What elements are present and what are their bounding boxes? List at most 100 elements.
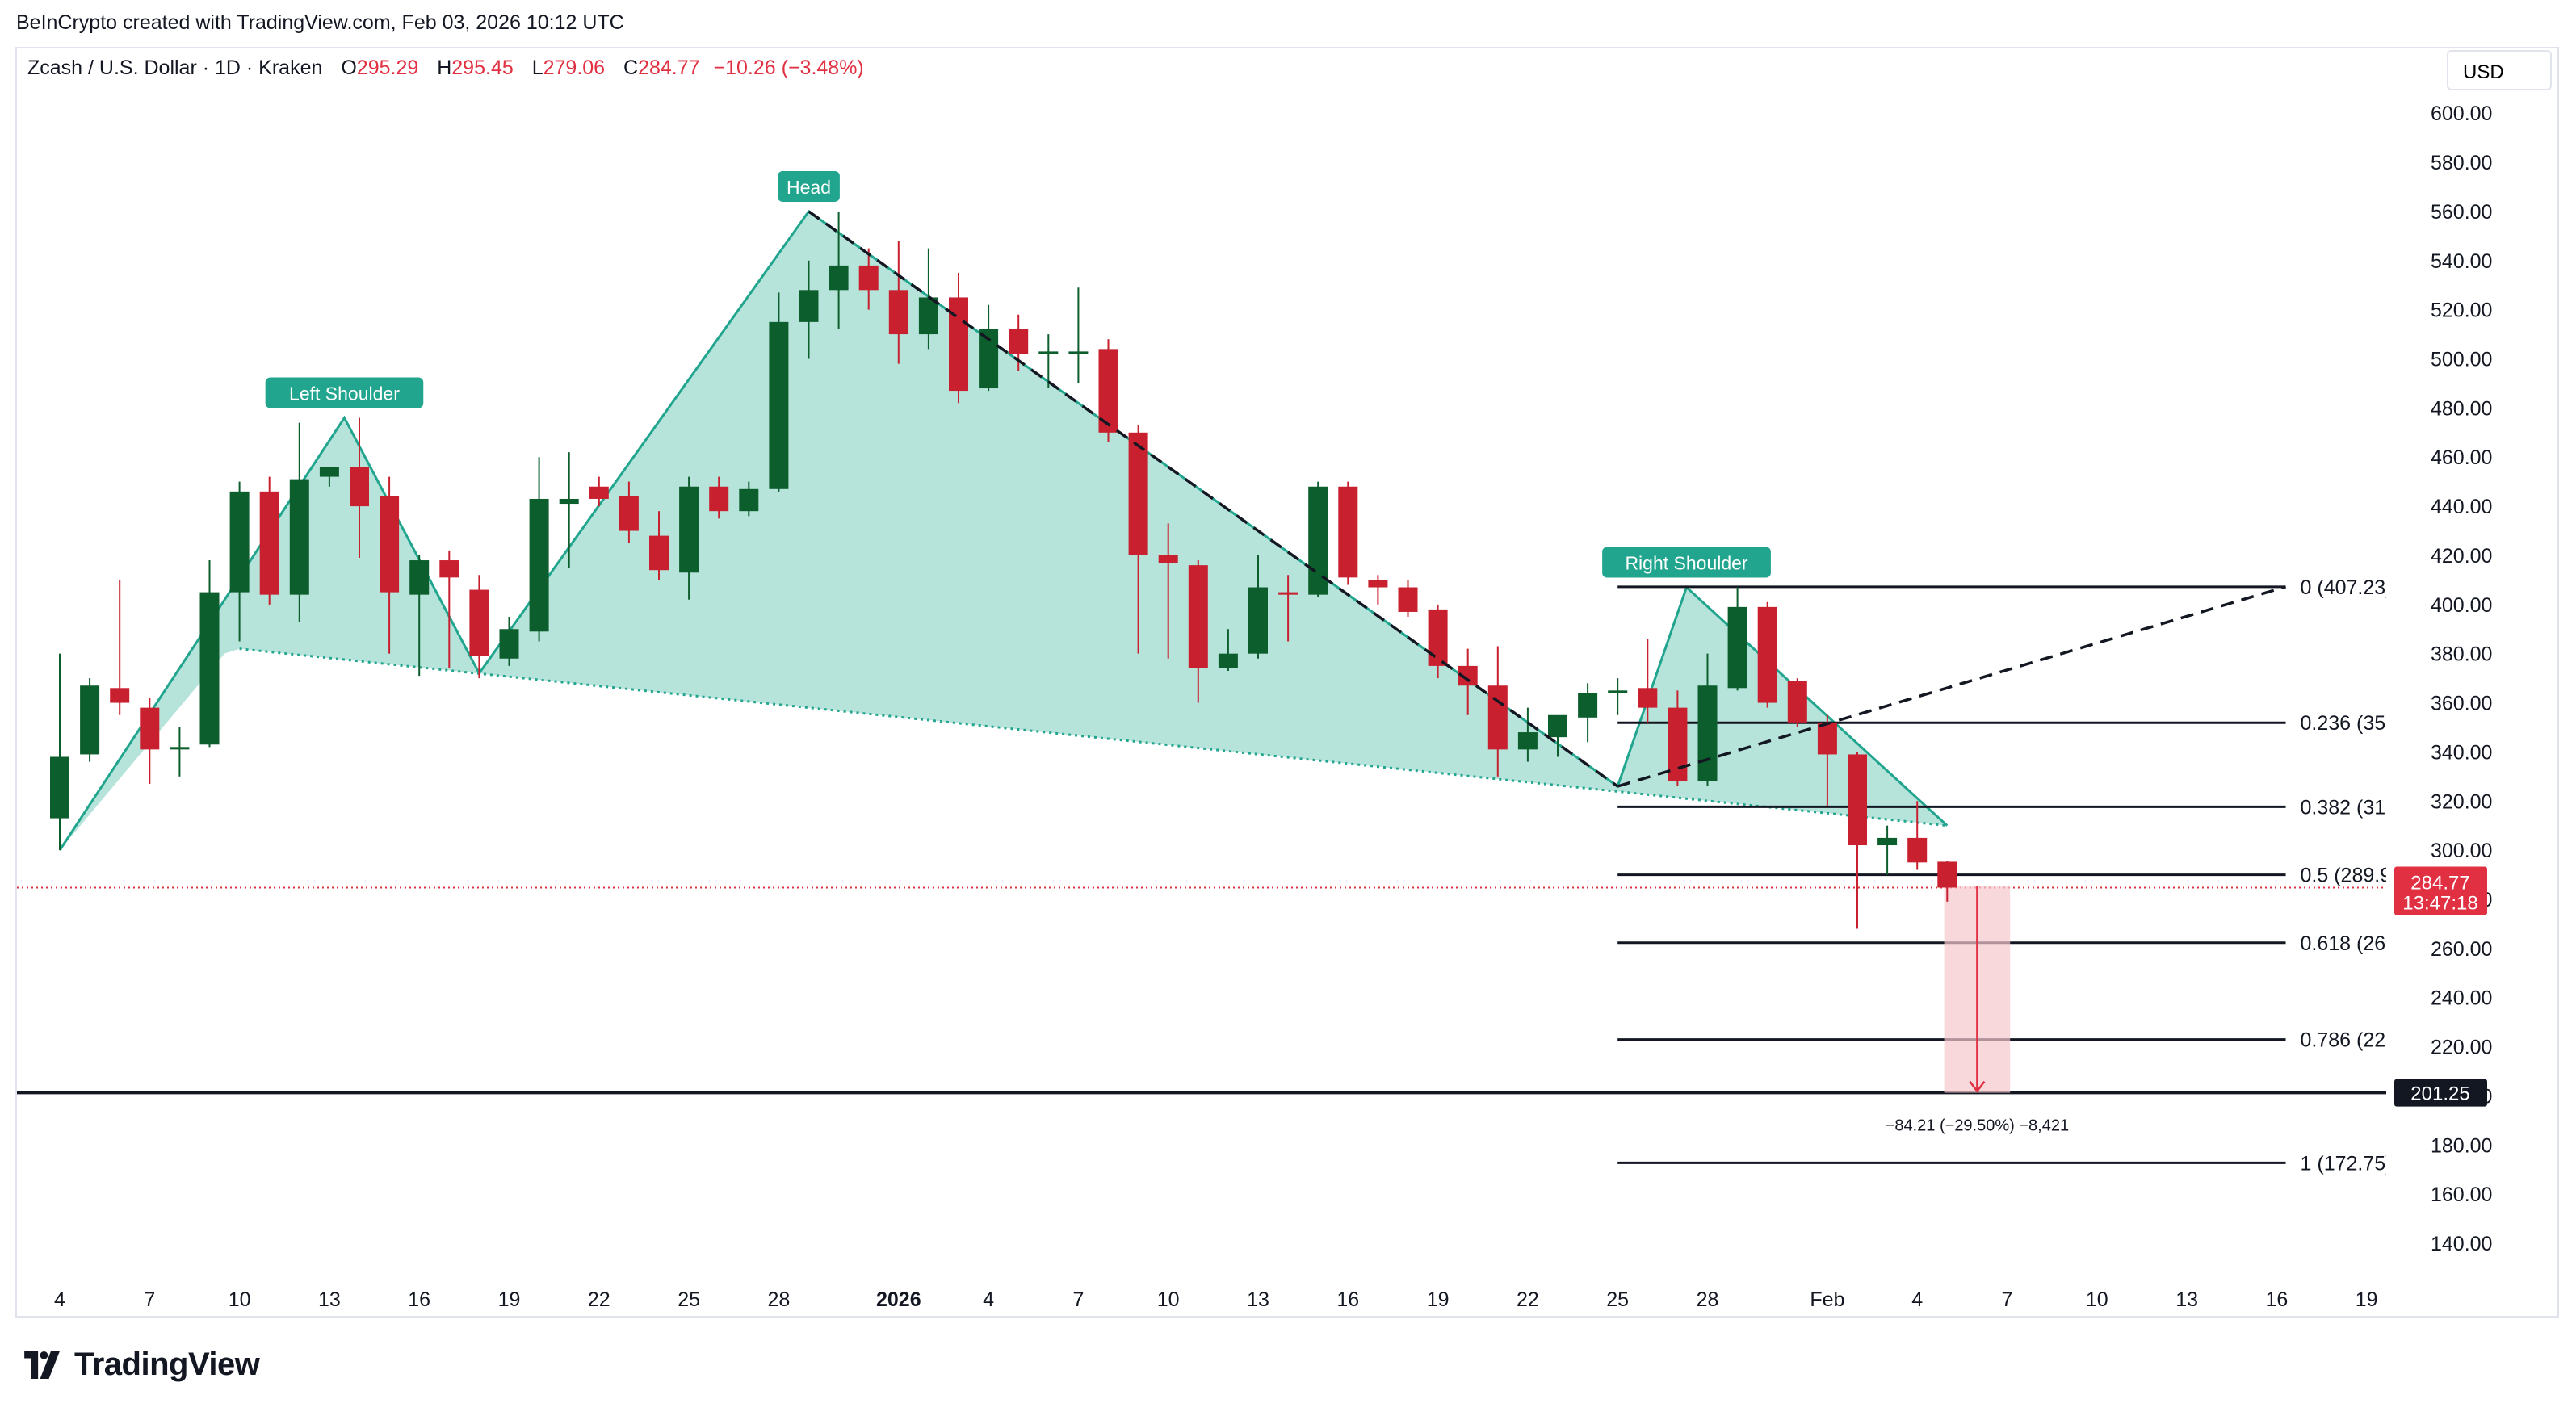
pattern-fill bbox=[60, 211, 1948, 851]
right-shoulder-label: Right Shoulder bbox=[1625, 553, 1747, 574]
candle-body bbox=[1727, 606, 1747, 689]
price-tick-label: 160.00 bbox=[2431, 1183, 2492, 1206]
price-tick-label: 300.00 bbox=[2431, 840, 2492, 862]
close-value: 284.77 bbox=[638, 57, 700, 79]
candle-body bbox=[1188, 565, 1208, 668]
time-tick-label: 4 bbox=[1911, 1288, 1923, 1311]
candle-body bbox=[888, 290, 908, 335]
candle-body bbox=[1009, 329, 1029, 354]
head-label: Head bbox=[787, 177, 831, 198]
candle bbox=[1727, 587, 1747, 691]
high-label: H bbox=[437, 57, 452, 79]
candle-body bbox=[229, 491, 250, 593]
time-tick-label: 13 bbox=[318, 1288, 341, 1311]
candle-body bbox=[1338, 486, 1358, 578]
support-price-badge bbox=[2394, 1079, 2487, 1107]
candle bbox=[918, 248, 938, 350]
candle bbox=[1787, 678, 1807, 727]
candle bbox=[1608, 678, 1628, 715]
candle bbox=[709, 476, 729, 519]
candle bbox=[409, 555, 430, 677]
candle bbox=[170, 727, 190, 777]
candle bbox=[1487, 646, 1508, 777]
candle-body bbox=[140, 707, 160, 750]
fib-label-0: 0 (407.23) bbox=[2301, 576, 2393, 599]
candle bbox=[439, 550, 459, 668]
candle-body bbox=[619, 496, 639, 531]
candle bbox=[619, 481, 639, 543]
candle-body bbox=[439, 560, 459, 578]
open-label: O bbox=[341, 57, 357, 79]
price-tick-label: 180.00 bbox=[2431, 1134, 2492, 1157]
price-tick-label: 460.00 bbox=[2431, 446, 2492, 469]
price-tick-label: 560.00 bbox=[2431, 201, 2492, 224]
candle bbox=[1068, 287, 1089, 383]
symbol-title[interactable]: Zcash / U.S. Dollar · 1D · Kraken bbox=[27, 57, 323, 79]
price-tick-label: 440.00 bbox=[2431, 496, 2492, 518]
time-tick-label: 7 bbox=[1072, 1288, 1084, 1311]
price-tick-label: 500.00 bbox=[2431, 349, 2492, 371]
low-value: 279.06 bbox=[543, 57, 606, 79]
time-tick-label: 25 bbox=[1606, 1288, 1629, 1311]
candle bbox=[289, 422, 309, 622]
time-tick-label: 2026 bbox=[876, 1288, 921, 1311]
candle bbox=[350, 417, 369, 559]
right-shoulder-label-bg bbox=[1602, 547, 1771, 578]
candle bbox=[1697, 653, 1718, 787]
tradingview-logo[interactable]: TradingView bbox=[18, 1347, 260, 1383]
candle-body bbox=[350, 467, 369, 507]
candle-body bbox=[829, 265, 849, 291]
candle-body bbox=[709, 486, 729, 512]
candle-body bbox=[858, 265, 879, 291]
candle bbox=[799, 260, 819, 359]
current-price-countdown: 13:47:18 bbox=[2402, 892, 2477, 914]
candle bbox=[259, 476, 279, 605]
candle-body bbox=[199, 592, 220, 745]
price-tick-label: 140.00 bbox=[2431, 1233, 2492, 1255]
low-label: L bbox=[531, 57, 543, 79]
candle-body bbox=[1937, 861, 1957, 888]
candle bbox=[1188, 560, 1208, 703]
candle-body bbox=[739, 488, 759, 512]
fib-label-0.618: 0.618 (262.32) bbox=[2301, 932, 2432, 955]
tradingview-logo-text: TradingView bbox=[74, 1347, 260, 1382]
close-label: C bbox=[623, 57, 639, 79]
candle bbox=[1638, 639, 1658, 723]
trend-line bbox=[808, 210, 1619, 788]
price-tick-label: 220.00 bbox=[2431, 1037, 2492, 1059]
pattern-neckline bbox=[239, 647, 1948, 827]
candle bbox=[1757, 601, 1777, 708]
candle bbox=[319, 467, 339, 487]
change-value: −10.26 (−3.48%) bbox=[713, 57, 864, 79]
currency-button[interactable]: USD bbox=[2447, 50, 2552, 90]
candle-body bbox=[649, 535, 669, 571]
candle-body bbox=[1158, 555, 1178, 563]
candle bbox=[1907, 801, 1928, 870]
time-tick-label: Feb bbox=[1810, 1288, 1844, 1311]
candle-body bbox=[1517, 732, 1538, 750]
time-tick-label: 10 bbox=[229, 1288, 251, 1311]
candle-body bbox=[50, 756, 69, 819]
candle bbox=[1248, 555, 1268, 659]
candle-body bbox=[918, 297, 938, 335]
candle bbox=[888, 241, 908, 364]
price-tick-label: 480.00 bbox=[2431, 397, 2492, 420]
candle-body bbox=[499, 629, 519, 659]
candle bbox=[858, 248, 879, 310]
candle bbox=[1848, 752, 1867, 929]
price-tick-label: 420.00 bbox=[2431, 545, 2492, 568]
time-tick-label: 10 bbox=[1157, 1288, 1180, 1311]
price-tick-label: 240.00 bbox=[2431, 987, 2492, 1010]
candle-body bbox=[110, 688, 130, 703]
candle bbox=[1038, 334, 1059, 389]
candle bbox=[589, 476, 609, 507]
candle-body bbox=[1638, 688, 1658, 708]
candle bbox=[140, 698, 160, 784]
candle bbox=[80, 678, 100, 762]
price-tick-label: 520.00 bbox=[2431, 300, 2492, 322]
measure-arrow-head bbox=[1969, 1080, 1986, 1093]
candle-body bbox=[289, 479, 309, 595]
candle-body bbox=[1128, 432, 1148, 555]
